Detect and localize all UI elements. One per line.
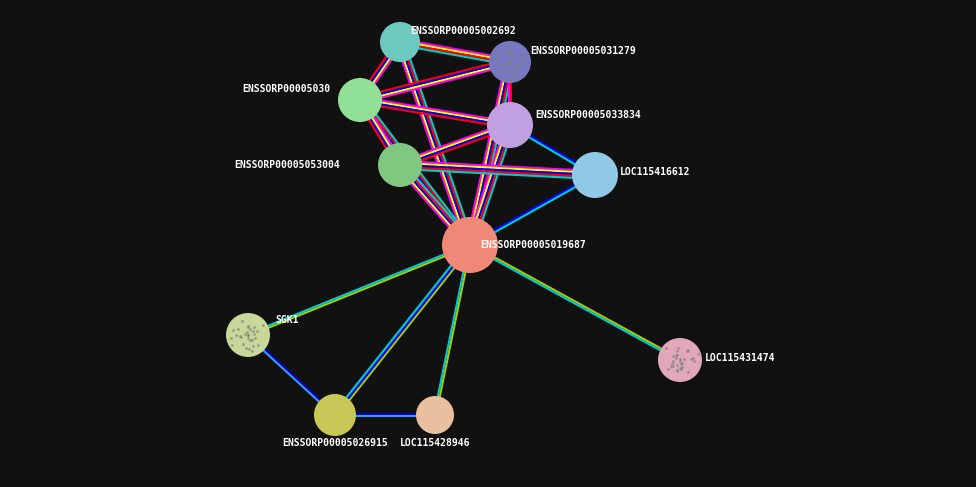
- Circle shape: [487, 102, 533, 148]
- Circle shape: [226, 313, 270, 357]
- Circle shape: [378, 143, 422, 187]
- Text: ENSSORP00005026915: ENSSORP00005026915: [282, 438, 387, 448]
- Circle shape: [442, 217, 498, 273]
- Text: ENSSORP00005031279: ENSSORP00005031279: [530, 46, 635, 56]
- Text: ENSSORP00005033834: ENSSORP00005033834: [535, 110, 641, 120]
- Circle shape: [338, 78, 382, 122]
- Text: LOC115416612: LOC115416612: [620, 167, 690, 177]
- Text: ENSSORP00005030: ENSSORP00005030: [242, 84, 330, 94]
- Circle shape: [489, 41, 531, 83]
- Text: ENSSORP00005019687: ENSSORP00005019687: [480, 240, 586, 250]
- Circle shape: [658, 338, 702, 382]
- Text: LOC115428946: LOC115428946: [400, 438, 470, 448]
- Circle shape: [314, 394, 356, 436]
- Circle shape: [380, 22, 420, 62]
- Text: LOC115431474: LOC115431474: [705, 353, 776, 363]
- Text: ENSSORP00005002692: ENSSORP00005002692: [410, 26, 515, 36]
- Circle shape: [572, 152, 618, 198]
- Text: SGK1: SGK1: [275, 315, 299, 325]
- Text: ENSSORP00005053004: ENSSORP00005053004: [234, 160, 340, 170]
- Circle shape: [416, 396, 454, 434]
